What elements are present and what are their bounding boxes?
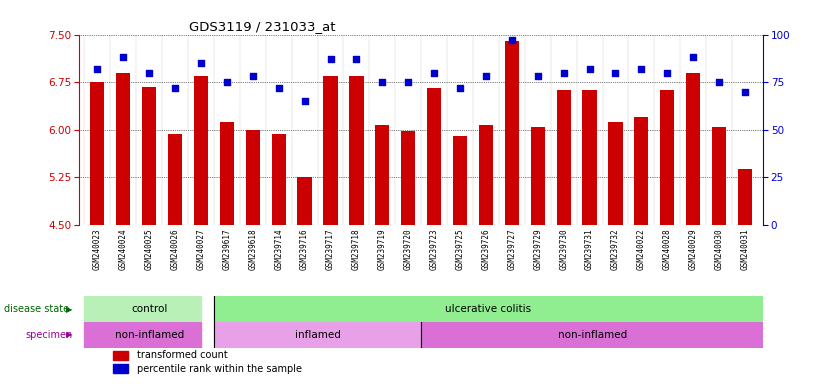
Point	[686, 54, 700, 60]
Bar	[738, 169, 752, 225]
Bar	[246, 130, 260, 225]
Point	[738, 89, 751, 95]
Bar	[453, 136, 467, 225]
Text: specimen: specimen	[25, 330, 73, 340]
Bar	[90, 82, 104, 225]
Bar	[712, 126, 726, 225]
Text: GSM240030: GSM240030	[715, 228, 724, 270]
Text: ▶: ▶	[66, 305, 73, 314]
Bar	[113, 364, 128, 374]
Text: GSM239617: GSM239617	[223, 228, 231, 270]
Text: disease state: disease state	[4, 304, 69, 314]
Bar	[324, 76, 338, 225]
Text: GSM240023: GSM240023	[93, 228, 102, 270]
Point	[454, 85, 467, 91]
Point	[428, 70, 441, 76]
Text: GSM240029: GSM240029	[689, 228, 698, 270]
Bar	[84, 296, 201, 322]
Bar	[272, 134, 286, 225]
Point	[143, 70, 156, 76]
Bar	[479, 125, 493, 225]
Text: non-inflamed: non-inflamed	[114, 330, 183, 340]
Point	[91, 66, 104, 72]
Bar	[634, 117, 649, 225]
Point	[349, 56, 363, 62]
Bar	[401, 131, 415, 225]
Text: GSM239727: GSM239727	[507, 228, 516, 270]
Point	[375, 79, 389, 85]
Bar	[116, 73, 130, 225]
Bar	[84, 322, 201, 348]
Bar	[421, 322, 763, 348]
Text: GSM239730: GSM239730	[559, 228, 568, 270]
Text: GSM240031: GSM240031	[741, 228, 750, 270]
Text: GSM240027: GSM240027	[197, 228, 205, 270]
Point	[712, 79, 726, 85]
Text: transformed count: transformed count	[138, 350, 229, 360]
Point	[531, 73, 545, 79]
Bar	[556, 90, 570, 225]
Text: GSM239720: GSM239720	[404, 228, 413, 270]
Text: ulcerative colitis: ulcerative colitis	[445, 304, 531, 314]
Point	[583, 66, 596, 72]
Bar	[113, 351, 128, 360]
Point	[194, 60, 208, 66]
Point	[246, 73, 259, 79]
Bar	[220, 122, 234, 225]
Text: GSM240022: GSM240022	[637, 228, 646, 270]
Text: GSM239732: GSM239732	[611, 228, 620, 270]
Bar	[530, 126, 545, 225]
Text: control: control	[131, 304, 168, 314]
Bar	[686, 73, 701, 225]
Point	[324, 56, 337, 62]
Point	[505, 37, 519, 43]
Text: GSM239718: GSM239718	[352, 228, 361, 270]
Text: GSM239618: GSM239618	[249, 228, 258, 270]
Bar	[142, 87, 156, 225]
Text: GSM239731: GSM239731	[585, 228, 594, 270]
Text: GSM240025: GSM240025	[144, 228, 153, 270]
Bar	[214, 296, 763, 322]
Point	[298, 98, 311, 104]
Point	[168, 85, 182, 91]
Text: GSM239716: GSM239716	[300, 228, 309, 270]
Bar	[168, 134, 182, 225]
Text: GSM240026: GSM240026	[171, 228, 179, 270]
Text: GSM239714: GSM239714	[274, 228, 284, 270]
Text: GSM240028: GSM240028	[663, 228, 671, 270]
Bar	[214, 322, 421, 348]
Bar	[375, 125, 389, 225]
Text: GSM239725: GSM239725	[455, 228, 465, 270]
Text: GSM239726: GSM239726	[481, 228, 490, 270]
Text: ▶: ▶	[66, 330, 73, 339]
Bar	[349, 76, 364, 225]
Text: GSM239729: GSM239729	[533, 228, 542, 270]
Point	[557, 70, 570, 76]
Bar	[661, 90, 675, 225]
Point	[661, 70, 674, 76]
Text: percentile rank within the sample: percentile rank within the sample	[138, 364, 303, 374]
Point	[480, 73, 493, 79]
Bar	[505, 41, 519, 225]
Point	[401, 79, 414, 85]
Bar	[608, 122, 622, 225]
Text: inflamed: inflamed	[294, 330, 340, 340]
Bar	[193, 76, 208, 225]
Bar	[298, 177, 312, 225]
Bar	[582, 90, 596, 225]
Text: GSM239717: GSM239717	[326, 228, 335, 270]
Text: non-inflamed: non-inflamed	[557, 330, 627, 340]
Text: GDS3119 / 231033_at: GDS3119 / 231033_at	[188, 20, 335, 33]
Text: GSM240024: GSM240024	[118, 228, 128, 270]
Bar	[427, 88, 441, 225]
Point	[117, 54, 130, 60]
Text: GSM239719: GSM239719	[378, 228, 387, 270]
Point	[635, 66, 648, 72]
Point	[609, 70, 622, 76]
Point	[272, 85, 285, 91]
Point	[220, 79, 234, 85]
Text: GSM239723: GSM239723	[430, 228, 439, 270]
